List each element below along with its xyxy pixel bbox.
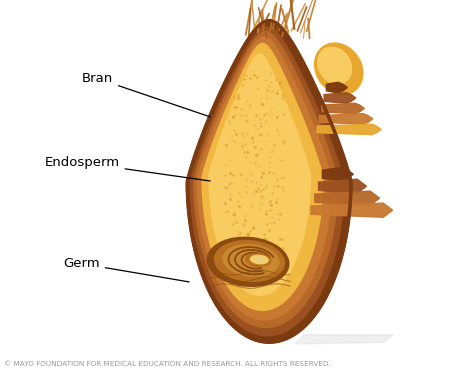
Ellipse shape <box>207 237 289 286</box>
Polygon shape <box>322 167 353 181</box>
Polygon shape <box>295 335 393 344</box>
Ellipse shape <box>255 257 265 262</box>
Polygon shape <box>319 114 373 124</box>
Polygon shape <box>322 103 364 114</box>
Ellipse shape <box>250 255 268 264</box>
Text: © MAYO FOUNDATION FOR MEDICAL EDUCATION AND RESEARCH. ALL RIGHTS RESERVED.: © MAYO FOUNDATION FOR MEDICAL EDUCATION … <box>4 361 330 367</box>
Polygon shape <box>194 31 338 328</box>
Polygon shape <box>202 43 323 310</box>
Ellipse shape <box>318 47 351 84</box>
Text: Endosperm: Endosperm <box>44 156 210 181</box>
Ellipse shape <box>314 43 363 95</box>
Polygon shape <box>190 27 344 336</box>
Polygon shape <box>327 82 347 93</box>
Polygon shape <box>317 124 381 135</box>
Polygon shape <box>315 191 380 205</box>
Text: Germ: Germ <box>63 257 189 282</box>
Ellipse shape <box>246 254 271 266</box>
Polygon shape <box>319 179 366 193</box>
Polygon shape <box>209 54 310 295</box>
Ellipse shape <box>223 245 279 276</box>
Ellipse shape <box>214 241 285 281</box>
Polygon shape <box>197 37 331 320</box>
Polygon shape <box>324 93 356 103</box>
Text: Bran: Bran <box>82 72 210 117</box>
Polygon shape <box>187 21 351 342</box>
Polygon shape <box>311 203 393 217</box>
